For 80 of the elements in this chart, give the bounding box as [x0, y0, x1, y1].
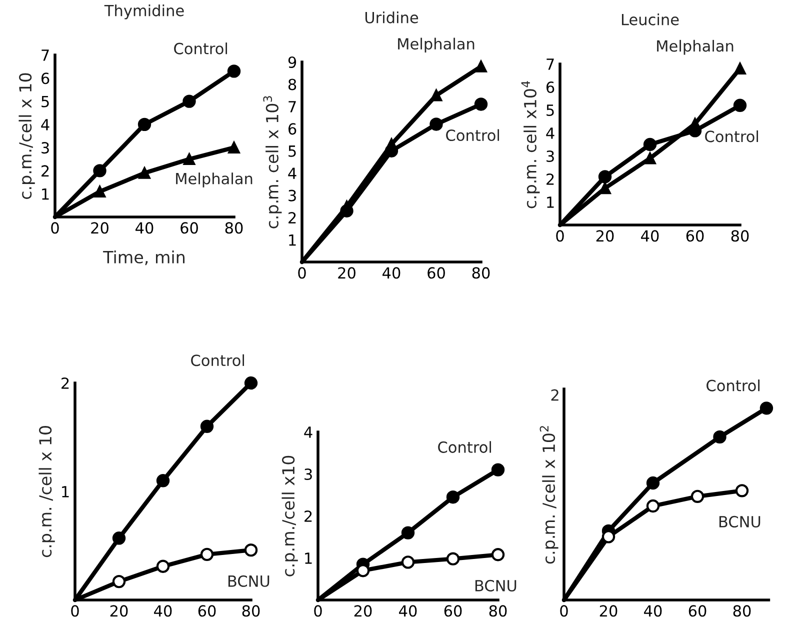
x-tick-label: 60 — [198, 605, 216, 617]
y-tick-label: 9 — [288, 56, 296, 68]
x-tick-label: 60 — [428, 267, 445, 279]
series-label: Melphalan — [398, 38, 474, 53]
series-label: BCNU — [719, 516, 760, 528]
x-tick-label: 0 — [560, 605, 568, 617]
x-tick-label: 40 — [399, 605, 417, 617]
x-tick-label: 0 — [314, 605, 322, 617]
x-tick-label: 80 — [733, 605, 751, 617]
y-tick-label: 5 — [42, 96, 49, 108]
y-tick-label: 3 — [546, 150, 554, 162]
y-axis-title: c.p.m. cell x 10$^{3}$ — [263, 96, 282, 228]
x-tick-label: 40 — [644, 605, 662, 617]
y-tick-label: 2 — [288, 212, 296, 224]
series-label: Control — [706, 380, 760, 392]
x-tick-label: 40 — [641, 230, 659, 242]
series-label: Control — [705, 130, 758, 142]
y-tick-label: 4 — [288, 168, 296, 179]
chart-title: Uridine — [365, 12, 418, 24]
x-tick-label: 60 — [180, 222, 198, 234]
y-axis-title: c.p.m./cell x 10 — [18, 73, 35, 199]
y-tick-label: 6 — [546, 81, 554, 94]
y-tick-label: 8 — [288, 78, 296, 90]
y-tick-label: 1 — [547, 196, 554, 208]
y-tick-label: 2 — [42, 165, 49, 177]
y-tick-label: 4 — [546, 128, 554, 139]
x-tick-label: 80 — [472, 267, 490, 279]
y-tick-label: 3 — [288, 190, 296, 202]
y-tick-label: 7 — [42, 50, 49, 61]
chart-title: Leucine — [622, 14, 679, 26]
x-tick-label: 80 — [489, 605, 507, 617]
x-tick-label: 60 — [686, 230, 704, 242]
y-tick-label: 7 — [288, 101, 296, 112]
x-tick-label: 20 — [91, 222, 108, 234]
x-tick-label: 20 — [354, 605, 372, 617]
y-tick-label: 3 — [42, 142, 49, 154]
y-axis-title: c.p.m./cell x10 — [282, 456, 298, 576]
x-tick-label: 0 — [51, 222, 59, 234]
y-tick-label: 1 — [305, 552, 312, 564]
x-tick-label: 20 — [600, 605, 618, 617]
x-axis-title: Time, min — [103, 250, 184, 266]
series-label: Control — [174, 42, 228, 54]
x-tick-label: 0 — [71, 605, 79, 617]
x-tick-label: 20 — [338, 267, 356, 279]
x-tick-label: 20 — [596, 230, 614, 242]
y-tick-label: 5 — [288, 146, 296, 157]
x-tick-label: 60 — [688, 605, 706, 617]
x-tick-label: 80 — [731, 230, 749, 242]
y-tick-label: 1 — [42, 188, 49, 200]
series-label: Melphalan — [657, 40, 734, 55]
y-axis-title: c.p.m. cell x10$^{4}$ — [521, 81, 540, 208]
y-tick-label: 7 — [546, 58, 554, 70]
series-label: Control — [446, 129, 500, 142]
y-tick-label: 2 — [304, 510, 312, 522]
chart-title: Thymidine — [104, 4, 184, 20]
y-tick-label: 5 — [546, 104, 554, 116]
series-label: Melphalan — [176, 172, 252, 188]
x-tick-label: 0 — [298, 267, 306, 279]
x-tick-label: 40 — [136, 222, 154, 234]
series-label: BCNU — [228, 575, 270, 587]
y-tick-label: 4 — [41, 119, 50, 130]
x-tick-label: 80 — [225, 222, 243, 234]
series-label: Control — [438, 441, 492, 453]
y-tick-label: 4 — [304, 426, 312, 438]
x-tick-label: 80 — [242, 605, 260, 617]
y-tick-label: 1 — [289, 234, 296, 246]
series-label: Control — [191, 354, 244, 366]
series-label: BCNU — [475, 580, 516, 592]
x-tick-label: 40 — [382, 267, 400, 279]
x-tick-label: 40 — [154, 605, 172, 617]
y-tick-label: 3 — [304, 468, 312, 480]
y-tick-label: 1 — [62, 486, 69, 498]
y-axis-title: c.p.m. /cell x 10 — [38, 426, 55, 558]
y-tick-label: 6 — [41, 72, 50, 84]
x-tick-label: 0 — [556, 230, 564, 242]
y-tick-label: 6 — [288, 123, 296, 135]
x-tick-label: 20 — [110, 605, 128, 617]
y-axis-title: c.p.m. /cell x 10$^{2}$ — [540, 426, 558, 564]
x-tick-label: 60 — [444, 605, 462, 617]
y-tick-label: 2 — [546, 173, 554, 185]
